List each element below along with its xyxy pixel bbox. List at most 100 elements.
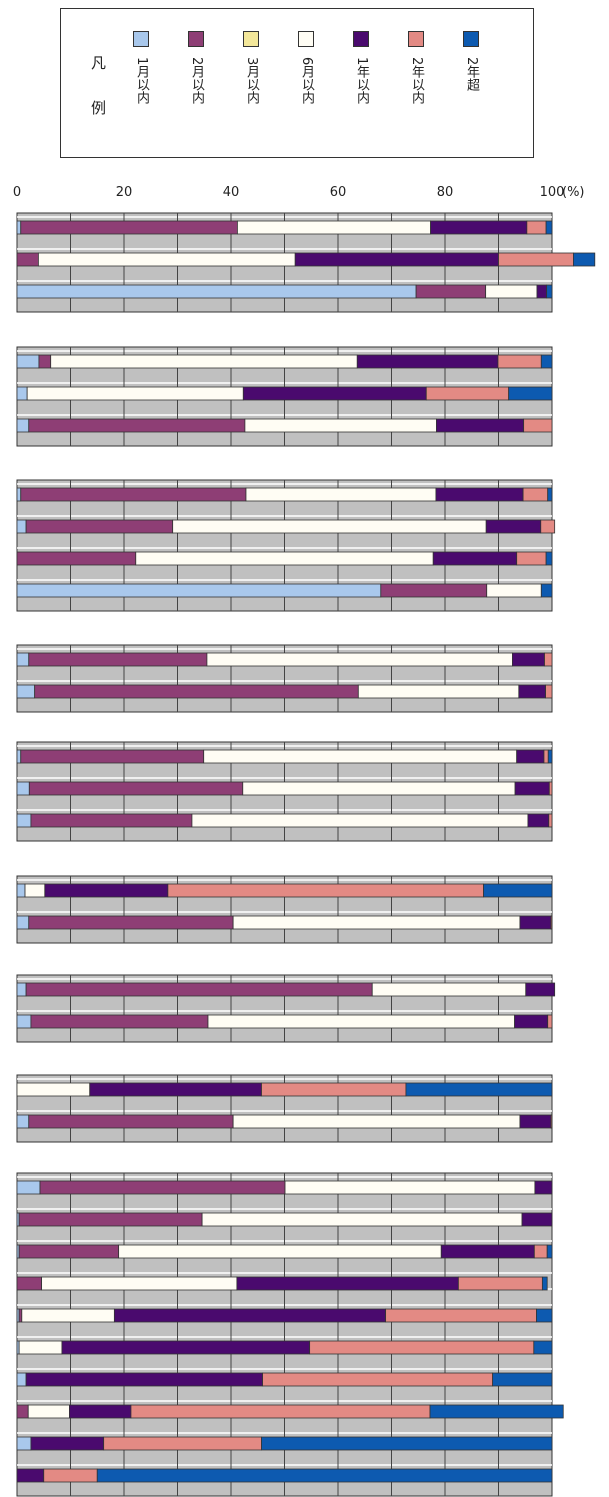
bar-segment (16, 883, 26, 898)
bar-segment (519, 915, 552, 930)
chart-panel (16, 1172, 564, 1497)
bar-segment (16, 1468, 45, 1483)
bar-segment (38, 354, 52, 369)
bar-segment (545, 220, 553, 235)
bar-segment (485, 284, 538, 299)
legend-item: 1月以内 (121, 31, 161, 104)
bar-segment (512, 652, 545, 667)
bar-segment (16, 1276, 43, 1291)
x-axis-unit: (%) (562, 185, 585, 200)
bar-segment (522, 487, 549, 502)
bar-segment (521, 1212, 553, 1227)
bar-segment (16, 284, 417, 299)
chart-panel-svg (16, 479, 556, 612)
legend-label: 2年以内 (409, 57, 424, 105)
bar-segment (28, 915, 234, 930)
bar-segment (244, 418, 437, 433)
bar-segment (16, 583, 382, 598)
bar-segment (69, 1404, 132, 1419)
legend-label: 1月以内 (134, 57, 149, 105)
bar-segment (436, 418, 525, 433)
chart-panel-svg (16, 644, 553, 713)
bar-segment (25, 1372, 263, 1387)
chart-panel (16, 212, 596, 313)
bar-segment (309, 1340, 535, 1355)
bar-segment (172, 519, 487, 534)
bar-segment (96, 1468, 553, 1483)
bar-segment (357, 684, 520, 699)
bar-segment (16, 1014, 32, 1029)
bar-segment (534, 1180, 553, 1195)
bar-segment (207, 1014, 515, 1029)
bar-segment (16, 1404, 29, 1419)
x-tick-label: 80 (436, 185, 454, 200)
bar-segment (430, 220, 528, 235)
bar-segment (425, 386, 510, 401)
bar-segment (16, 684, 36, 699)
bar-segment (16, 652, 30, 667)
bar-segment (16, 749, 22, 764)
bar-segment (28, 418, 246, 433)
bar-segment (16, 354, 40, 369)
legend-swatch (243, 31, 259, 47)
bar-segment (261, 1082, 407, 1097)
bar-segment (548, 781, 553, 796)
bar-segment (20, 487, 247, 502)
bar-segment (16, 252, 39, 267)
bar-segment (28, 781, 244, 796)
bar-segment (526, 220, 547, 235)
bar-segment (548, 813, 553, 828)
bar-segment (242, 386, 427, 401)
legend-label: 2年超 (464, 57, 479, 92)
bar-segment (39, 1180, 286, 1195)
bar-segment (16, 1082, 91, 1097)
bar-segment (203, 749, 518, 764)
bar-segment (28, 1114, 234, 1129)
bar-segment (16, 1180, 41, 1195)
bar-segment (41, 1276, 238, 1291)
bar-segment (294, 252, 499, 267)
bar-segment (18, 1212, 203, 1227)
bar-segment (544, 652, 553, 667)
bar-segment (16, 781, 30, 796)
bar-segment (43, 1468, 98, 1483)
legend-swatch (298, 31, 314, 47)
bar-segment (25, 982, 373, 997)
bar-segment (508, 386, 553, 401)
bar-segment (284, 1180, 536, 1195)
chart-panel (16, 974, 556, 1043)
bar-segment (492, 1372, 553, 1387)
bar-segment (518, 684, 546, 699)
legend-label: 3月以内 (244, 57, 259, 105)
bar-segment (405, 1082, 553, 1097)
bar-segment (50, 354, 358, 369)
bar-segment (237, 220, 431, 235)
bar-segment (167, 883, 484, 898)
chart-panel-svg (16, 346, 553, 447)
legend-title-char-1: 凡 (91, 54, 107, 72)
bar-segment (103, 1436, 262, 1451)
bar-segment (533, 1244, 548, 1259)
bar-segment (525, 982, 556, 997)
x-tick-label: 20 (115, 185, 133, 200)
bar-segment (497, 354, 542, 369)
bar-segment (545, 684, 553, 699)
chart-panel (16, 741, 553, 842)
bar-segment (429, 1404, 564, 1419)
bar-segment (18, 1308, 23, 1323)
legend-label: 2月以内 (189, 57, 204, 105)
bar-segment (232, 915, 521, 930)
bar-segment (16, 982, 27, 997)
bar-segment (30, 1014, 209, 1029)
bar-segment (514, 781, 550, 796)
bar-segment (546, 284, 553, 299)
bar-segment (485, 519, 542, 534)
bar-segment (16, 386, 28, 401)
bar-segment (16, 418, 30, 433)
chart-panel-svg (16, 974, 556, 1043)
bar-segment (44, 883, 169, 898)
legend-swatch (408, 31, 424, 47)
bar-segment (486, 583, 542, 598)
bar-segment (26, 386, 244, 401)
bar-segment (61, 1340, 311, 1355)
